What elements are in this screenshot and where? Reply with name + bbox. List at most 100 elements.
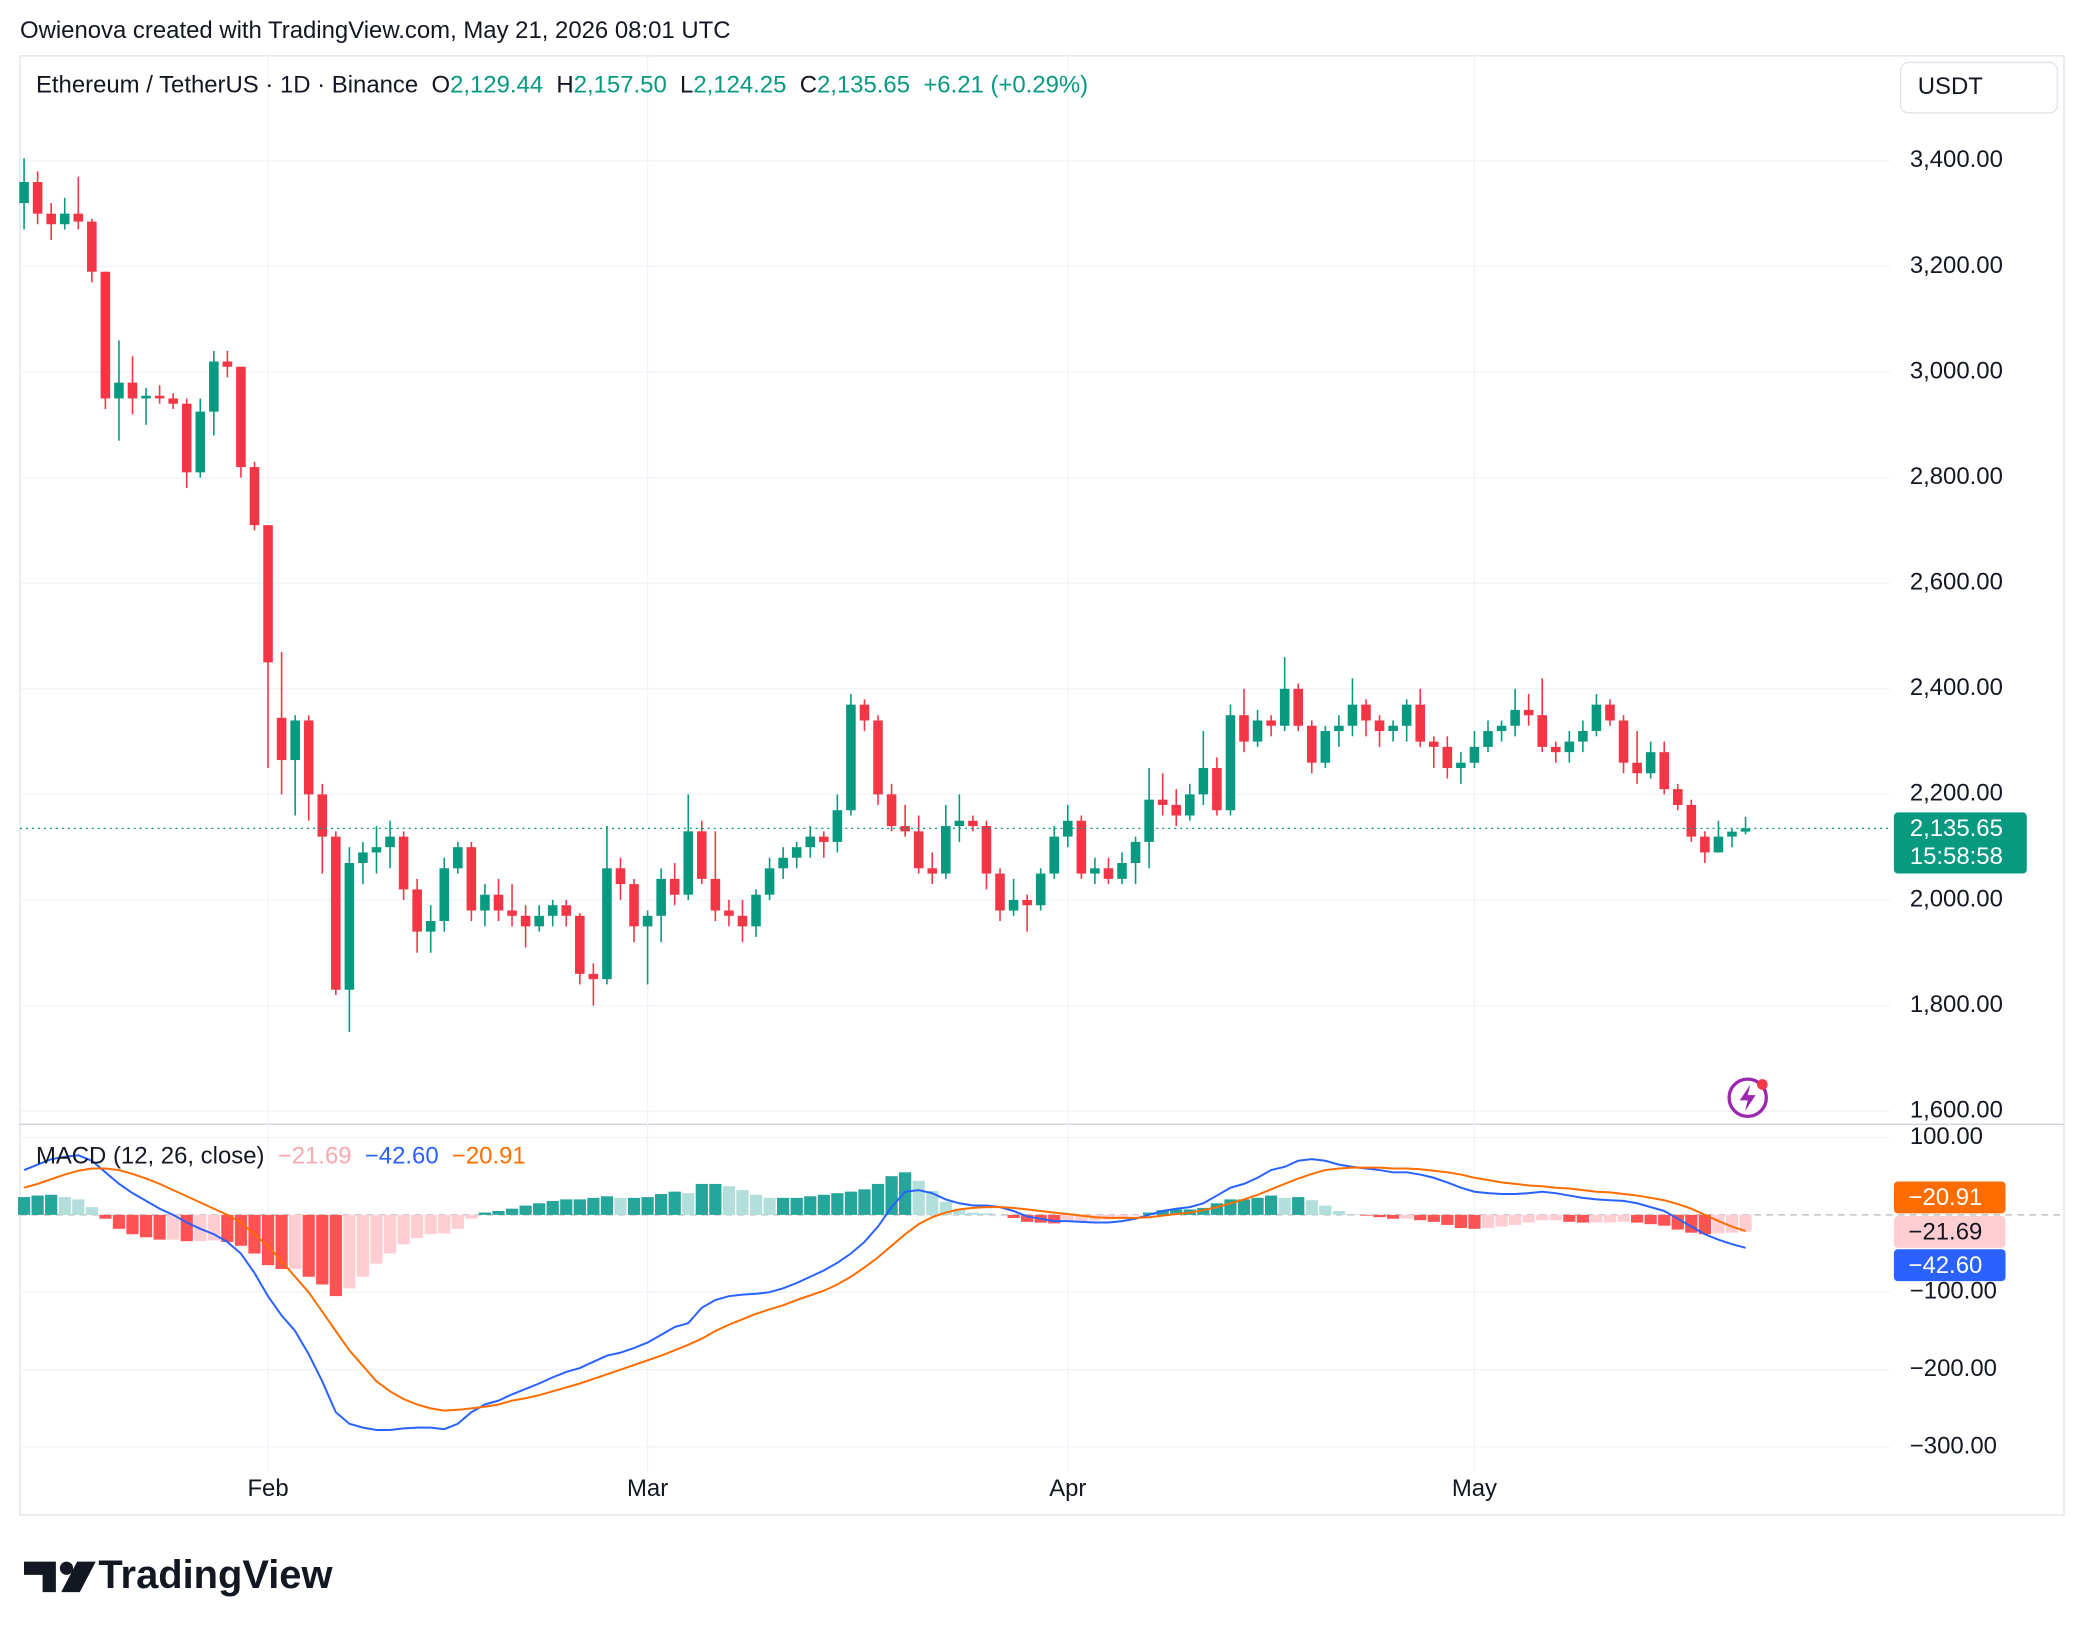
alert-dot[interactable] [1757, 1079, 1768, 1090]
y-tick-label: 1,800.00 [1910, 991, 2003, 1018]
histogram-bar [397, 1214, 410, 1245]
candle-body [358, 852, 368, 864]
candle-body [317, 794, 328, 837]
logo-shape [61, 1561, 96, 1593]
histogram-bar [370, 1214, 383, 1264]
histogram-bar [72, 1199, 85, 1215]
value-box-label: −42.60 [1909, 1252, 1983, 1279]
histogram-bar [31, 1195, 44, 1215]
histogram-bar [58, 1197, 71, 1215]
histogram-bar [465, 1214, 478, 1219]
candle-body [968, 820, 978, 827]
histogram-bar [1454, 1214, 1468, 1229]
alert-icon[interactable] [1727, 1077, 1768, 1119]
histogram-bar [1495, 1214, 1508, 1227]
x-tick-label: May [1452, 1475, 1497, 1502]
histogram-bar [722, 1186, 736, 1215]
candle-body [1225, 715, 1236, 811]
histogram-bar [302, 1214, 315, 1277]
alert-ring[interactable] [1727, 1077, 1768, 1119]
y-tick-label: 3,000.00 [1910, 357, 2003, 384]
candle-body [276, 717, 287, 761]
candle-body [832, 810, 843, 842]
histogram-bar [85, 1207, 98, 1215]
candle-body [1686, 804, 1697, 837]
candle-body [1374, 720, 1385, 732]
candle-body [453, 847, 463, 869]
histogram-bar [1481, 1214, 1495, 1229]
attribution: Owienova created with TradingView.com, M… [20, 17, 730, 44]
histogram-bar [289, 1214, 302, 1270]
histogram-bar [1549, 1214, 1562, 1221]
y-tick-label: 2,600.00 [1910, 569, 2003, 596]
candle-body [819, 836, 829, 842]
candle-body [236, 366, 246, 468]
candle-body [575, 915, 585, 974]
macd-legend: MACD (12, 26, close) −21.69 −42.60 −20.91 [36, 1143, 526, 1170]
histogram-bar [1129, 1214, 1142, 1216]
histogram-bar [329, 1214, 342, 1297]
histogram-bar [1197, 1207, 1210, 1215]
histogram-bar [1739, 1214, 1752, 1232]
candle-body [303, 720, 314, 795]
histogram-bar [1630, 1214, 1644, 1223]
candle-body [1185, 794, 1195, 816]
histogram-bar [573, 1199, 586, 1215]
last-price-label: 2,135.65 [1910, 815, 2003, 842]
candle-body [1632, 762, 1642, 774]
countdown: 15:58:58 [1910, 843, 2003, 870]
histogram-bar [1319, 1205, 1332, 1215]
histogram-bar [167, 1214, 180, 1240]
candle-body [507, 910, 517, 916]
histogram-bar [1237, 1199, 1251, 1215]
y-tick-label: 1,600.00 [1910, 1096, 2003, 1123]
candle-body [1157, 799, 1168, 805]
histogram-bar [275, 1214, 288, 1270]
histogram-bar [899, 1172, 912, 1215]
currency-button[interactable] [1899, 61, 2059, 114]
histogram-bar [1387, 1214, 1400, 1219]
candle-body [1117, 863, 1127, 879]
y-tick-label: −200.00 [1910, 1355, 1997, 1382]
histogram-bar [533, 1203, 546, 1215]
candle-body [1564, 741, 1575, 753]
histogram-bar [709, 1183, 722, 1215]
candle-body [1483, 731, 1493, 747]
histogram-bar [1210, 1203, 1224, 1215]
candle-body [941, 826, 951, 874]
histogram-bar [858, 1189, 871, 1215]
histogram-bar [1698, 1214, 1711, 1235]
logo-dot [59, 1561, 74, 1575]
candle-body [1428, 741, 1439, 747]
histogram-bar [383, 1214, 397, 1254]
candle-body [209, 361, 219, 412]
candle-body [669, 878, 680, 895]
candle-body [1605, 704, 1615, 721]
candle-body [344, 863, 355, 990]
histogram-bar [1414, 1214, 1427, 1221]
change: +6.21 [923, 72, 984, 99]
histogram-bar [261, 1214, 275, 1266]
alert-bolt[interactable] [1739, 1084, 1756, 1112]
histogram-bar [695, 1183, 708, 1215]
histogram-bar [1346, 1214, 1359, 1215]
histogram-bar [424, 1214, 437, 1235]
histogram-bar [1468, 1214, 1481, 1229]
histogram-bar [1576, 1214, 1589, 1223]
histogram-bar [451, 1214, 464, 1229]
candle-body [1334, 725, 1344, 732]
histogram-bar [139, 1214, 153, 1238]
currency[interactable]: USDT [1918, 73, 1983, 100]
candle-body [181, 403, 192, 473]
candle-body [412, 889, 422, 932]
y-tick-label: 2,400.00 [1910, 674, 2003, 701]
histogram-bar [1563, 1214, 1576, 1222]
histogram-bar [343, 1214, 356, 1289]
histogram-bar [668, 1191, 681, 1215]
histogram-bar [45, 1194, 58, 1215]
macd-legend-value: −42.60 [365, 1143, 439, 1170]
candle-body [642, 915, 653, 927]
candle-body [561, 905, 572, 916]
candle-body [1713, 836, 1724, 853]
